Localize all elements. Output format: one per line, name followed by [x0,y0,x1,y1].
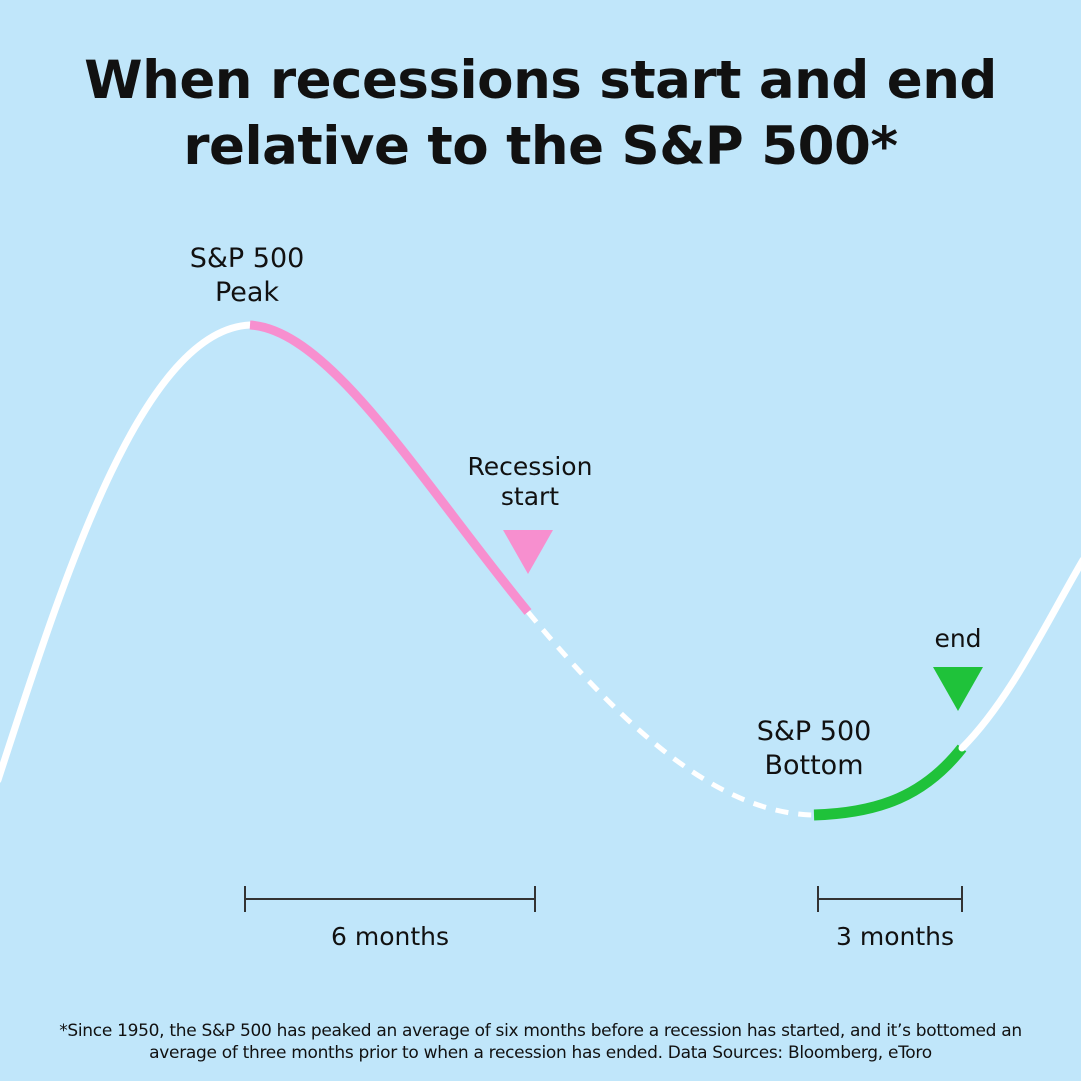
recession-start-triangle-icon [503,530,553,574]
bottom-label-line-2: Bottom [764,750,864,781]
recession-end-label: end [934,624,982,653]
three-months-bracket [817,886,963,912]
curve-recovery-segment [813,744,967,821]
curve-decline-segment [249,320,532,615]
peak-label-line-1: S&P 500 [189,243,305,274]
six-months-label: 6 months [330,922,450,951]
bottom-label: S&P 500 Bottom [716,715,912,783]
bottom-label-line-1: S&P 500 [756,716,872,747]
curve-post-recession-segment [958,557,1081,752]
footnote-line-1: *Since 1950, the S&P 500 has peaked an a… [59,1021,1022,1041]
curve-rise-segment [0,321,254,783]
title-line-1: When recessions start and end [84,50,997,111]
recession-start-label-line-1: Recession [467,452,593,481]
peak-label: S&P 500 Peak [152,242,342,310]
peak-label-line-2: Peak [214,277,280,308]
page-title: When recessions start and end relative t… [0,48,1081,180]
recession-end-triangle-icon [933,667,983,711]
three-months-label: 3 months [835,922,955,951]
recession-start-label-line-2: start [500,482,560,511]
title-line-2: relative to the S&P 500* [183,116,898,177]
footnote: *Since 1950, the S&P 500 has peaked an a… [10,1020,1071,1064]
recession-start-label: Recession start [430,452,630,512]
footnote-line-2: average of three months prior to when a … [149,1043,932,1063]
six-months-bracket [244,886,536,912]
curve-recession-dashed-segment [526,610,813,818]
